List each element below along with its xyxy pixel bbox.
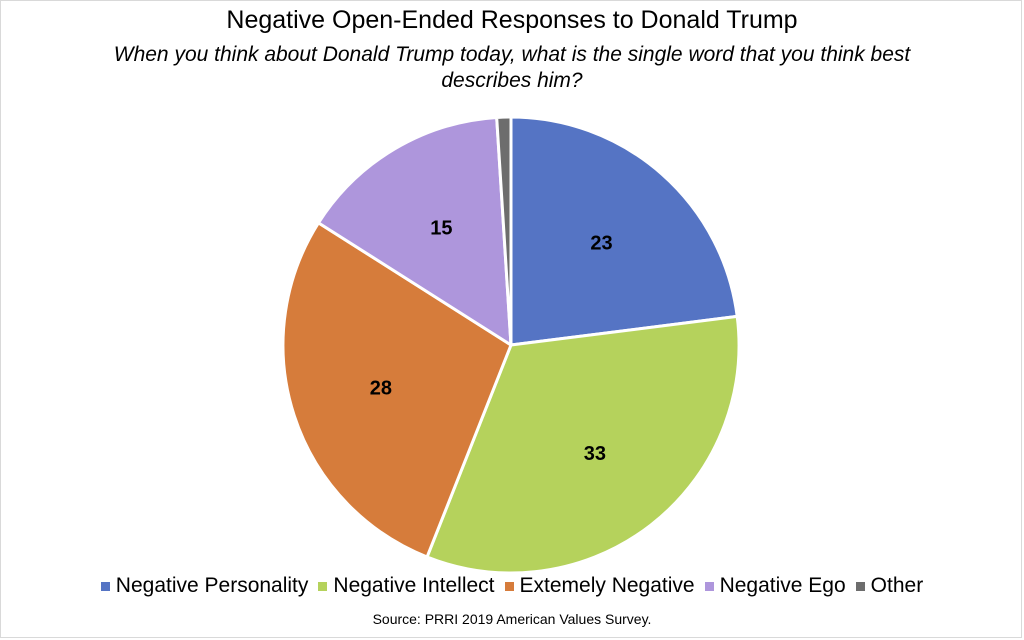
legend-item-negative-ego: Negative Ego [704, 574, 846, 598]
chart-subtitle: When you think about Donald Trump today,… [113, 43, 911, 92]
legend-swatch [504, 581, 514, 591]
legend-item-other: Other [855, 574, 924, 598]
legend-label: Negative Intellect [333, 574, 495, 597]
data-label-negative-personality: 23 [590, 232, 612, 254]
data-label-negative-ego: 15 [430, 217, 452, 239]
data-label-negative-intellect: 33 [584, 443, 606, 465]
legend-label: Extemely Negative [519, 574, 695, 597]
legend-swatch [855, 581, 865, 591]
pie-slice-negative-ego [316, 115, 513, 347]
pie-slice-negative-intellect [425, 314, 741, 575]
legend-swatch [100, 581, 110, 591]
pie-slice-extemely-negative [281, 221, 513, 559]
legend-label: Other [870, 574, 924, 597]
pie-slice-negative-personality [509, 115, 739, 347]
pie-slice-other [495, 115, 513, 347]
legend-item-extemely-negative: Extemely Negative [504, 574, 695, 598]
legend-item-negative-intellect: Negative Intellect [318, 574, 495, 598]
legend-label: Negative Ego [719, 574, 846, 597]
legend-item-negative-personality: Negative Personality [100, 574, 309, 598]
chart-source: Source: PRRI 2019 American Values Survey… [372, 611, 652, 627]
chart-legend: Negative Personality Negative Intellect … [0, 574, 1024, 598]
legend-swatch [318, 581, 328, 591]
legend-label: Negative Personality [115, 574, 309, 597]
chart-title: Negative Open-Ended Responses to Donald … [226, 6, 798, 34]
legend-swatch [704, 581, 714, 591]
data-label-extemely-negative: 28 [370, 377, 392, 399]
